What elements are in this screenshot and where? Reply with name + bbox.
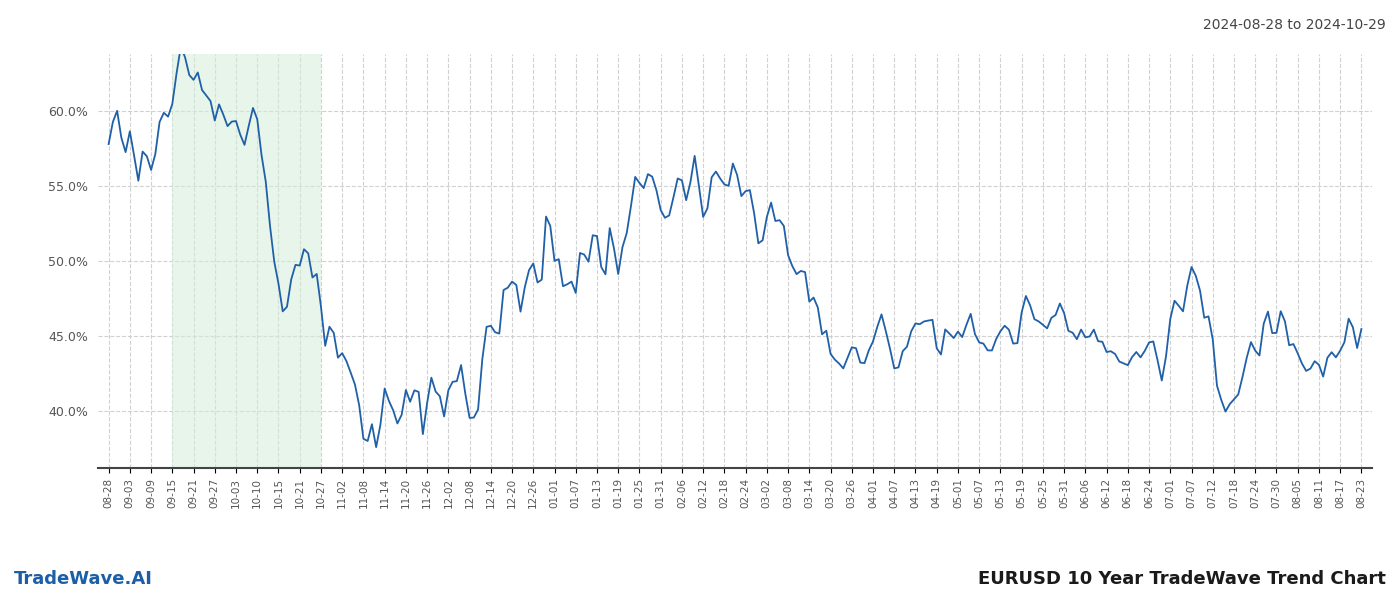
Text: 2024-08-28 to 2024-10-29: 2024-08-28 to 2024-10-29 <box>1203 18 1386 32</box>
Text: EURUSD 10 Year TradeWave Trend Chart: EURUSD 10 Year TradeWave Trend Chart <box>979 570 1386 588</box>
Bar <box>172 54 321 468</box>
Text: TradeWave.AI: TradeWave.AI <box>14 570 153 588</box>
